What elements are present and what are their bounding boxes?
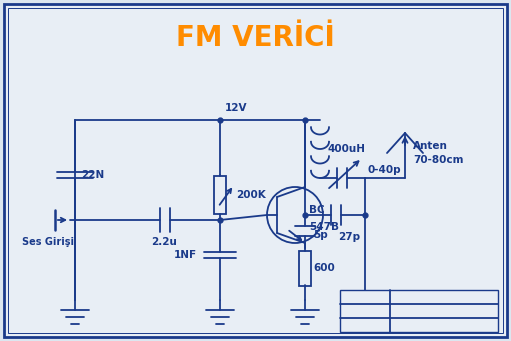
Text: Ses Girişi: Ses Girişi xyxy=(22,237,74,247)
Text: 22N: 22N xyxy=(81,170,104,180)
Text: 400uH: 400uH xyxy=(328,144,366,154)
Text: 2.2u: 2.2u xyxy=(151,237,177,247)
Text: FM VERİCİ: FM VERİCİ xyxy=(176,24,334,52)
Text: 27p: 27p xyxy=(338,232,360,242)
Text: 1NF: 1NF xyxy=(174,250,197,260)
Text: 600: 600 xyxy=(313,263,335,273)
Bar xyxy=(299,251,311,286)
Text: 12V: 12V xyxy=(225,103,247,113)
Text: 547B: 547B xyxy=(309,222,339,232)
Text: BC: BC xyxy=(309,205,324,215)
Text: 5p: 5p xyxy=(313,230,328,240)
Text: 0-40p: 0-40p xyxy=(368,165,402,175)
Text: Anten: Anten xyxy=(413,141,448,151)
Bar xyxy=(340,290,498,332)
Bar xyxy=(214,176,226,214)
Text: 70-80cm: 70-80cm xyxy=(413,155,463,165)
Text: 200K: 200K xyxy=(236,190,266,200)
